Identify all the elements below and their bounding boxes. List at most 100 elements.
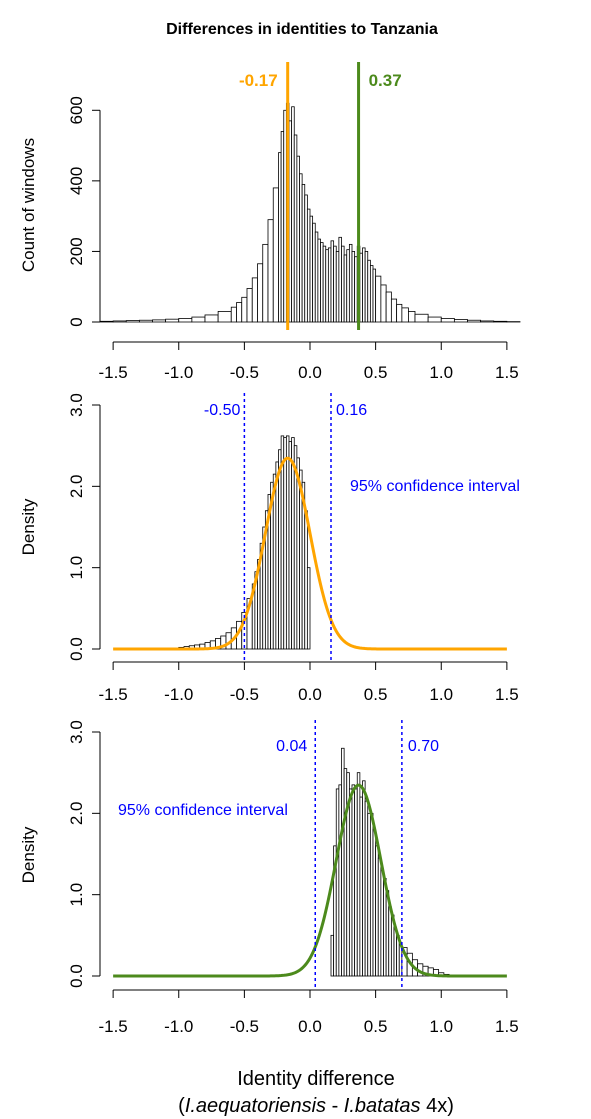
- top-bar: [380, 284, 387, 323]
- bottom-y-tick-label: 0.0: [67, 964, 86, 988]
- top-ylabel: Count of windows: [19, 138, 38, 272]
- top-bar: [246, 288, 253, 323]
- top-y-tick-label: 600: [67, 96, 86, 124]
- bottom-x-tick-label: 1.5: [495, 1017, 519, 1036]
- top-x-tick-label: -1.0: [164, 363, 193, 382]
- top-bar: [467, 319, 482, 323]
- x-axis-separator: -: [326, 1095, 344, 1117]
- middle-y-tick-label: 2.0: [67, 475, 86, 499]
- bottom-x-tick-label: -1.0: [164, 1017, 193, 1036]
- middle-x-tick-label: 0.5: [364, 685, 388, 704]
- top-marker-label: 0.37: [369, 71, 402, 90]
- top-y-tick-label: 200: [67, 237, 86, 265]
- x-axis-subtitle-close: 4x): [421, 1095, 454, 1117]
- bottom-y-tick-label: 2.0: [67, 802, 86, 826]
- top-bars: [99, 102, 521, 323]
- top-marker-label: -0.17: [239, 71, 278, 90]
- bottom-x-tick-label: -0.5: [230, 1017, 259, 1036]
- top-x-tick-label: 0.0: [298, 363, 322, 382]
- bottom-y-tick-label: 3.0: [67, 720, 86, 744]
- top-bar: [257, 263, 264, 323]
- top-x-tick-label: 0.5: [364, 363, 388, 382]
- top-bar: [152, 319, 167, 323]
- bottom-ylabel: Density: [19, 826, 38, 883]
- bottom-ci-label: 0.04: [276, 738, 307, 755]
- top-bar: [272, 187, 279, 323]
- x-axis-subtitle: (I.aequatoriensis - I.batatas 4x): [178, 1095, 454, 1117]
- bottom-bars: [330, 747, 450, 977]
- top-bar: [427, 316, 442, 323]
- top-bar: [138, 319, 153, 323]
- top-bar: [493, 320, 508, 323]
- top-axes: -1.5 -1.0 -0.5 0.0 0.5 1.0 1.5 0 200 400 600: [67, 96, 519, 382]
- x-axis-title: Identity difference: [237, 1068, 395, 1090]
- middle-ci-caption: 95% confidence interval: [350, 478, 520, 495]
- top-bar: [396, 303, 403, 323]
- middle-fit-curve: [113, 456, 507, 651]
- top-bar: [236, 302, 243, 323]
- top-bar: [178, 318, 193, 323]
- top-bar: [480, 320, 495, 323]
- bottom-ci-caption: 95% confidence interval: [118, 802, 288, 819]
- top-bar: [217, 311, 232, 323]
- middle-annotations: -0.50 0.16 95% confidence interval: [113, 393, 520, 662]
- top-x-tick-label: 1.0: [429, 363, 453, 382]
- top-x-tick-label: -1.5: [98, 363, 127, 382]
- x-axis-subtitle-open: (: [178, 1095, 185, 1117]
- top-x-tick-label: -0.5: [230, 363, 259, 382]
- top-bar: [375, 275, 382, 323]
- middle-x-tick-label: 1.0: [429, 685, 453, 704]
- middle-bar: [306, 567, 311, 650]
- middle-ci-label: -0.50: [204, 402, 241, 419]
- middle-axes: -1.5 -1.0 -0.5 0.0 0.5 1.0 1.5 0.0 1.0 2.0 3.0: [67, 393, 519, 704]
- bottom-y-tick-label: 1.0: [67, 883, 86, 907]
- x-axis-species-1: I.aequatoriensis: [185, 1095, 326, 1117]
- panel-bottom-density: Density -1.5 -1.0 -0.5 0.0 0.5 1.0 1.5 0.0 1.0 2.…: [19, 720, 519, 1036]
- top-bar: [191, 316, 206, 323]
- top-bar: [125, 320, 140, 323]
- top-x-tick-label: 1.5: [495, 363, 519, 382]
- middle-x-tick-label: -1.5: [98, 685, 127, 704]
- middle-x-tick-label: -0.5: [230, 685, 259, 704]
- bottom-x-tick-label: 0.5: [364, 1017, 388, 1036]
- middle-y-tick-label: 0.0: [67, 637, 86, 661]
- x-axis-species-2: I.batatas: [344, 1095, 421, 1117]
- top-y-tick-label: 0: [67, 317, 86, 326]
- top-bar: [408, 311, 416, 323]
- top-bar: [262, 243, 269, 323]
- top-bar: [453, 319, 468, 323]
- top-bar: [267, 219, 274, 323]
- top-bar: [99, 320, 114, 323]
- top-bar: [440, 318, 455, 323]
- middle-ylabel: Density: [19, 498, 38, 555]
- top-bar: [241, 296, 248, 323]
- bottom-x-tick-label: 1.0: [429, 1017, 453, 1036]
- top-bar: [414, 313, 429, 323]
- middle-x-tick-label: -1.0: [164, 685, 193, 704]
- top-bar: [251, 277, 258, 323]
- top-bar: [165, 318, 180, 323]
- figure-title: Differences in identities to Tanzania: [166, 21, 438, 38]
- top-bar: [230, 306, 237, 323]
- top-bar: [204, 314, 219, 323]
- top-bar: [385, 291, 392, 323]
- middle-x-tick-label: 0.0: [298, 685, 322, 704]
- top-bar: [390, 298, 398, 323]
- bottom-annotations: 0.04 0.70 95% confidence interval: [113, 720, 507, 990]
- top-bar: [401, 307, 409, 323]
- top-bar: [112, 320, 127, 323]
- middle-ci-label: 0.16: [336, 402, 367, 419]
- bottom-axes: -1.5 -1.0 -0.5 0.0 0.5 1.0 1.5 0.0 1.0 2.0 3.0: [67, 720, 519, 1036]
- panel-top-histogram: Count of windows -1.5 -1.0 -0.5 0.0 0.5 1.0 1.…: [19, 62, 521, 382]
- middle-y-tick-label: 1.0: [67, 556, 86, 580]
- top-y-tick-label: 400: [67, 167, 86, 195]
- bottom-fit-curve: [113, 783, 507, 978]
- bottom-x-tick-label: -1.5: [98, 1017, 127, 1036]
- panel-middle-density: Density -1.5 -1.0 -0.5 0.0 0.5 1.0 1.5 0.0 1.0 2.…: [19, 393, 520, 704]
- bottom-ci-label: 0.70: [408, 738, 439, 755]
- bottom-x-tick-label: 0.0: [298, 1017, 322, 1036]
- middle-x-tick-label: 1.5: [495, 685, 519, 704]
- top-annotations: -0.17 0.37: [239, 62, 402, 330]
- middle-y-tick-label: 3.0: [67, 393, 86, 417]
